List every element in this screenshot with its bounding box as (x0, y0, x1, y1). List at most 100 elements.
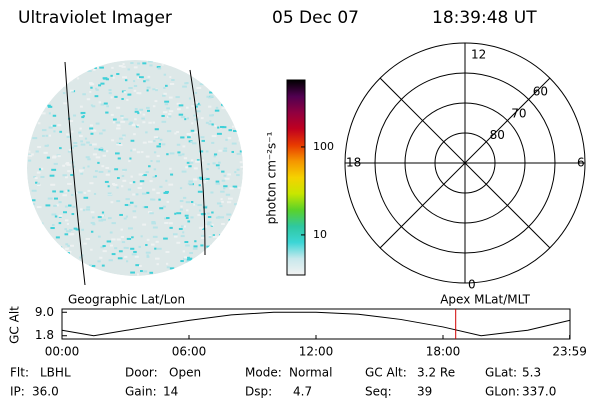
speckle (45, 268, 50, 271)
speckle (105, 150, 109, 153)
speckle (111, 238, 116, 241)
speckle (218, 70, 223, 73)
speckle (75, 228, 80, 231)
speckle (70, 193, 74, 196)
speckle (146, 238, 150, 241)
speckle (27, 194, 30, 197)
speckle (163, 191, 169, 194)
speckle (205, 74, 209, 77)
axis-line (379, 77, 551, 249)
speckle (181, 170, 187, 173)
speckle (138, 92, 142, 95)
speckle (105, 173, 110, 176)
speckle (146, 86, 151, 89)
speckle (239, 262, 243, 265)
speckle (189, 161, 194, 164)
speckle (197, 76, 203, 79)
speckle (66, 230, 71, 233)
speckle (93, 147, 98, 150)
speckle (233, 61, 237, 64)
speckle (117, 257, 123, 260)
speckle (197, 274, 200, 276)
speckle (139, 111, 142, 114)
speckle (83, 196, 89, 199)
speckle (233, 233, 238, 236)
speckle (89, 124, 93, 127)
speckle (145, 244, 148, 247)
speckle (216, 269, 220, 272)
speckle (99, 272, 105, 275)
speckle (225, 193, 231, 196)
speckle (236, 113, 241, 116)
info-value: Open (169, 366, 201, 380)
speckle (62, 92, 66, 95)
speckle (213, 263, 216, 266)
speckle (194, 240, 197, 243)
polar-label: 6 (577, 156, 585, 170)
ring-label: 80 (490, 128, 505, 142)
info-label: GC Alt: (365, 366, 407, 380)
speckle (241, 66, 243, 69)
speckle (70, 146, 75, 149)
speckle (148, 60, 153, 63)
speckle (213, 78, 216, 81)
speckle (149, 180, 153, 183)
speckle (35, 103, 39, 106)
speckle (68, 120, 74, 123)
speckle (62, 211, 67, 214)
speckle (130, 271, 135, 274)
speckle (37, 272, 40, 275)
speckle (180, 136, 185, 139)
speckle (147, 109, 150, 112)
speckle (85, 272, 90, 275)
speckle (91, 216, 95, 219)
speckle (100, 147, 103, 150)
speckle (183, 157, 188, 160)
speckle (199, 176, 203, 179)
speckle (207, 212, 210, 215)
speckle (105, 78, 109, 81)
speckle (232, 220, 236, 223)
speckle (78, 220, 81, 223)
speckle (108, 259, 113, 262)
speckle (84, 137, 88, 140)
speckle (94, 67, 97, 70)
speckle (176, 143, 181, 146)
speckle (227, 73, 230, 76)
speckle (185, 166, 188, 169)
speckle (238, 235, 242, 238)
polar-label: 18 (346, 156, 361, 170)
speckle (31, 203, 36, 206)
speckle (180, 225, 184, 228)
speckle (41, 258, 46, 261)
speckle (137, 187, 142, 190)
speckle (129, 157, 132, 160)
speckle (145, 106, 150, 109)
speckle (207, 221, 212, 224)
speckle (157, 67, 162, 70)
speckle (228, 85, 233, 88)
speckle (172, 233, 178, 236)
speckle (242, 103, 243, 106)
speckle (219, 216, 225, 219)
speckle (225, 267, 231, 270)
speckle (215, 164, 220, 167)
speckle (166, 216, 170, 219)
speckle (187, 220, 191, 223)
speckle (146, 255, 150, 258)
speckle (211, 211, 214, 214)
speckle (88, 264, 92, 267)
speckle (37, 245, 41, 248)
speckle (107, 192, 112, 195)
speckle (76, 264, 80, 267)
speckle (168, 115, 172, 118)
speckle (92, 143, 97, 146)
speckle (219, 205, 223, 208)
speckle (199, 83, 204, 86)
speckle (241, 190, 243, 193)
speckle (171, 63, 175, 66)
speckle (133, 84, 138, 87)
speckle (79, 256, 82, 259)
speckle (217, 126, 220, 129)
